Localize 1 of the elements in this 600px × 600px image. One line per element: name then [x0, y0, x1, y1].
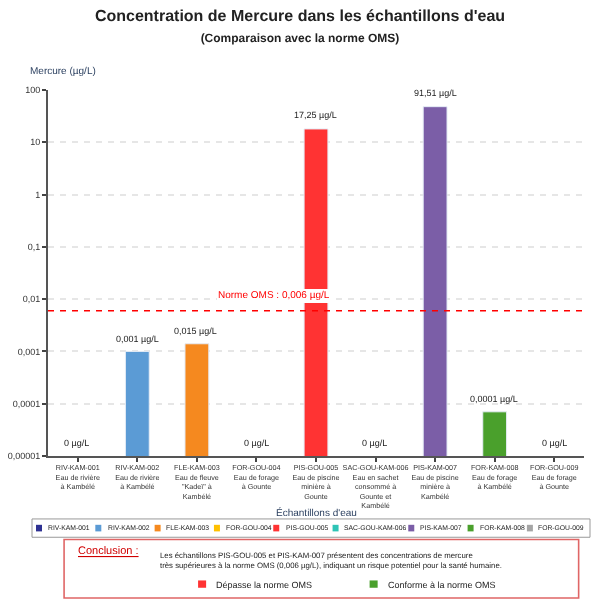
chart-title: Concentration de Mercure dans les échantillons d'eau — [94, 7, 506, 25]
